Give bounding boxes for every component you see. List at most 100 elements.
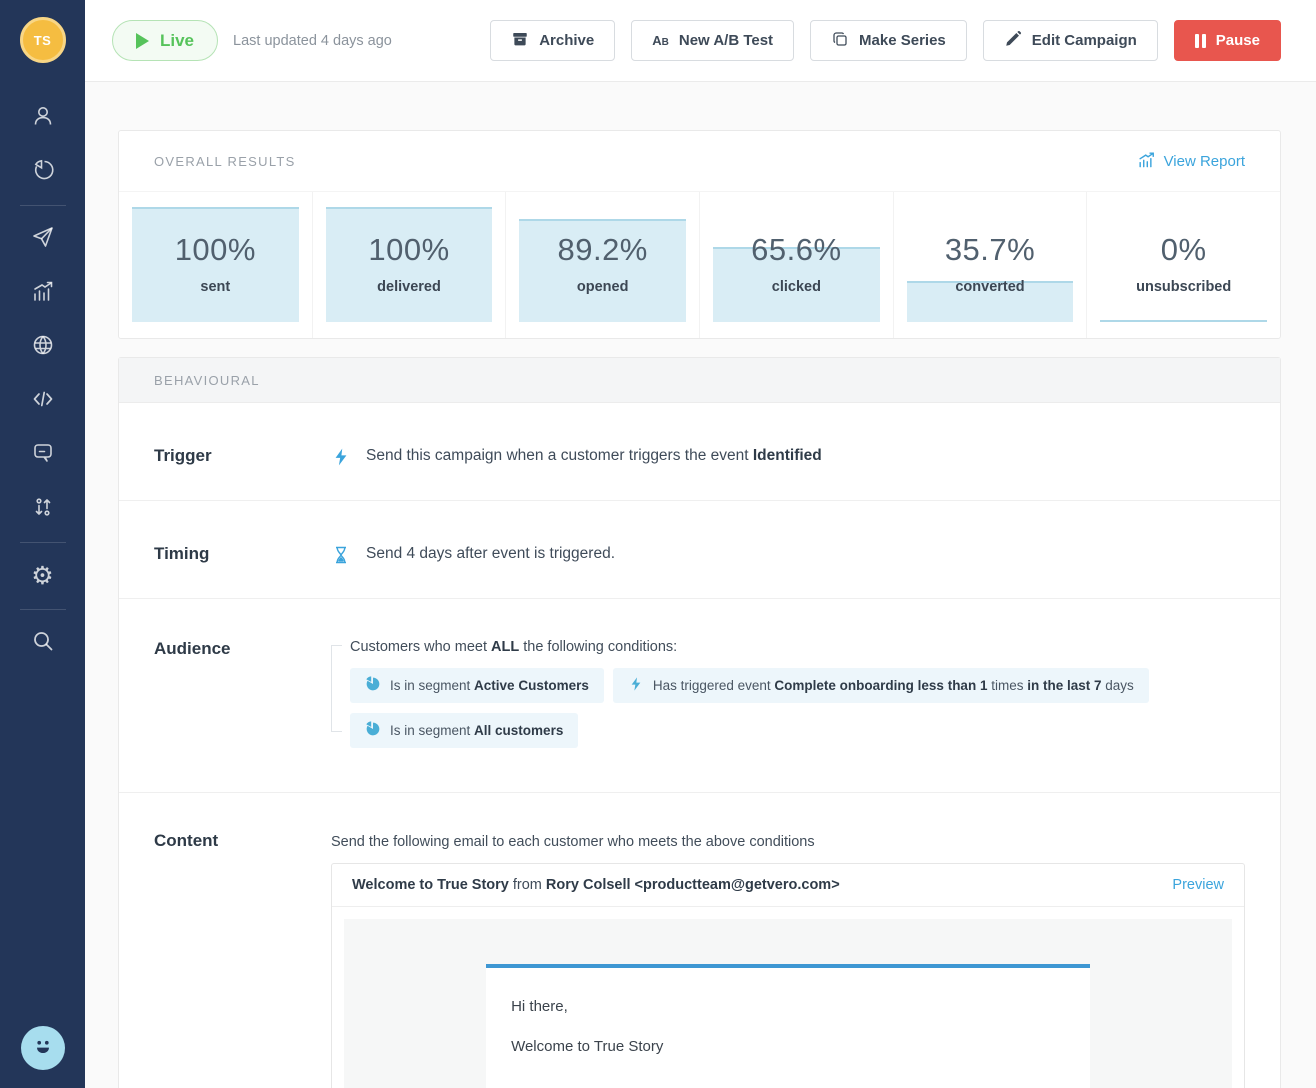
user-icon	[31, 104, 55, 133]
hourglass-icon	[331, 545, 351, 565]
make-series-label: Make Series	[859, 32, 946, 49]
live-label: Live	[160, 30, 195, 50]
stack-icon	[831, 30, 849, 52]
stat-opened: 89.2% opened	[506, 192, 701, 338]
audience-row: Audience Customers who meet ALL the foll…	[119, 599, 1280, 793]
preview-link[interactable]: Preview	[1172, 877, 1224, 893]
pause-icon	[1194, 33, 1206, 48]
condition-segment-all-customers: Is in segment All customers	[350, 713, 579, 748]
sidebar-divider	[19, 542, 66, 543]
sidebar-divider	[19, 205, 66, 206]
pencil-icon	[1004, 30, 1022, 52]
timing-row: Timing Send 4 days after event is trigge…	[119, 501, 1280, 599]
stat-label: unsubscribed	[1136, 279, 1232, 295]
gear-icon: ⚙	[31, 561, 54, 590]
email-body-line: Hi there,	[511, 998, 568, 1015]
behavioural-card: BEHAVIOURAL Trigger Send this campaign w…	[118, 357, 1281, 1088]
sidebar-item-search[interactable]	[21, 621, 65, 665]
report-chart-icon	[1137, 150, 1156, 173]
stat-label: opened	[576, 279, 629, 295]
content-row: Content Send the following email to each…	[119, 793, 1280, 1088]
code-icon	[31, 387, 55, 416]
stats-row: 100% sent 100% delivered	[119, 192, 1280, 338]
email-letter: Hi there, Welcome to True Story	[486, 964, 1090, 1088]
sidebar-item-customers[interactable]	[21, 96, 65, 140]
stat-label: delivered	[377, 279, 441, 295]
campaign-actions: Archive AB New A/B Test Make Series Edit…	[490, 20, 1281, 61]
page-body: OVERALL RESULTS View Report 100% sent	[85, 82, 1316, 1088]
topbar: Live Last updated 4 days ago Archive AB …	[85, 0, 1316, 82]
trigger-text: Send this campaign when a customer trigg…	[366, 447, 822, 464]
stat-fill-bar	[325, 207, 493, 322]
stat-value: 65.6%	[751, 232, 842, 267]
live-status-button[interactable]: Live	[112, 20, 219, 61]
stat-value: 35.7%	[944, 232, 1036, 267]
sidebar-item-data[interactable]	[21, 487, 65, 531]
sidebar-item-campaigns[interactable]	[21, 217, 65, 261]
stat-value: 100%	[174, 232, 256, 267]
paper-plane-icon	[31, 225, 55, 254]
sort-arrows-icon	[31, 495, 55, 524]
sidebar-divider	[19, 609, 66, 610]
stat-fill-bar	[519, 219, 687, 322]
email-card: Welcome to True Story from Rory Colsell …	[331, 863, 1245, 1088]
make-series-button[interactable]: Make Series	[810, 20, 967, 61]
chat-icon	[31, 441, 55, 470]
sidebar-item-messages[interactable]	[21, 433, 65, 477]
stat-label: clicked	[771, 279, 821, 295]
sidebar-nav: ⚙	[19, 91, 66, 670]
pause-label: Pause	[1215, 32, 1260, 49]
sidebar: TS	[0, 0, 85, 1088]
lightning-icon	[331, 447, 351, 467]
overall-results-card: OVERALL RESULTS View Report 100% sent	[118, 130, 1281, 339]
help-launcher[interactable]	[20, 1026, 65, 1070]
archive-button[interactable]: Archive	[490, 20, 616, 61]
pie-chart-icon	[365, 721, 381, 740]
pie-chart-icon	[31, 158, 55, 187]
archive-label: Archive	[539, 32, 595, 49]
stat-converted: 35.7% converted	[894, 192, 1088, 338]
email-preview-area: Hi there, Welcome to True Story	[332, 906, 1244, 1088]
audience-label: Audience	[154, 639, 231, 658]
condition-segment-active-customers: Is in segment Active Customers	[350, 668, 604, 703]
timing-text: Send 4 days after event is triggered.	[366, 545, 616, 562]
stat-unsubscribed: 0% unsubscribed	[1087, 192, 1280, 338]
stat-label: sent	[200, 279, 231, 295]
stat-fill-bar	[906, 280, 1074, 322]
sidebar-item-integrations[interactable]	[21, 379, 65, 423]
smiley-icon	[30, 1033, 56, 1064]
trigger-row: Trigger Send this campaign when a custom…	[119, 403, 1280, 501]
stat-clicked: 65.6% clicked	[700, 192, 894, 338]
sidebar-item-explore[interactable]	[21, 325, 65, 369]
content-label: Content	[154, 831, 219, 850]
last-updated-text: Last updated 4 days ago	[233, 32, 392, 49]
content-description: Send the following email to each custome…	[331, 834, 815, 850]
sidebar-item-settings[interactable]: ⚙	[21, 554, 65, 598]
stat-fill-bar	[713, 246, 880, 322]
edit-campaign-label: Edit Campaign	[1031, 32, 1137, 49]
stat-value: 89.2%	[557, 232, 648, 267]
stat-sent: 100% sent	[119, 192, 313, 338]
audience-intro: Customers who meet ALL the following con…	[350, 639, 678, 655]
stat-value: 0%	[1160, 232, 1207, 267]
view-report-label: View Report	[1163, 152, 1245, 170]
bar-chart-icon	[31, 279, 55, 308]
archive-icon	[511, 30, 529, 52]
avatar[interactable]: TS	[19, 17, 66, 63]
behavioural-title: BEHAVIOURAL	[154, 372, 260, 388]
globe-icon	[31, 333, 55, 362]
stat-fill-bar	[132, 207, 299, 322]
new-ab-test-button[interactable]: AB New A/B Test	[631, 20, 795, 61]
stat-label: converted	[955, 279, 1025, 295]
edit-campaign-button[interactable]: Edit Campaign	[982, 20, 1158, 61]
condition-triggered-event: Has triggered event Complete onboarding …	[612, 668, 1149, 703]
sidebar-item-reports[interactable]	[21, 271, 65, 315]
play-icon	[136, 32, 149, 49]
view-report-link[interactable]: View Report	[1137, 150, 1245, 173]
stat-delivered: 100% delivered	[313, 192, 507, 338]
overall-results-title: OVERALL RESULTS	[154, 153, 296, 169]
email-header: Welcome to True Story from Rory Colsell …	[332, 864, 1244, 906]
sidebar-item-segments[interactable]	[21, 150, 65, 194]
pause-button[interactable]: Pause	[1173, 20, 1281, 61]
